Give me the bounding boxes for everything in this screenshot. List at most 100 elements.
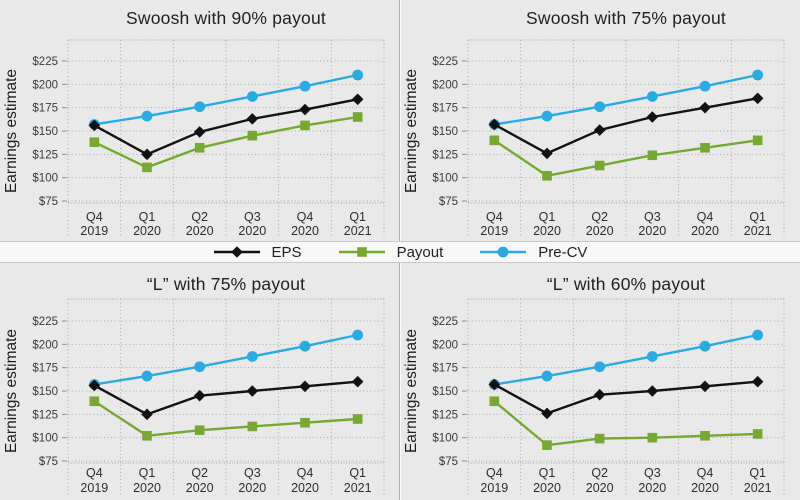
svg-text:2019: 2019: [480, 481, 508, 495]
svg-text:Q4: Q4: [486, 466, 503, 480]
svg-text:Q3: Q3: [644, 466, 661, 480]
svg-text:2021: 2021: [344, 481, 372, 495]
svg-text:$125: $125: [432, 409, 458, 421]
svg-text:Q4: Q4: [697, 210, 714, 224]
svg-text:Q1: Q1: [349, 466, 366, 480]
chart-title: “L” with 60% payout: [546, 274, 706, 294]
svg-text:$150: $150: [32, 386, 58, 398]
svg-text:Q2: Q2: [591, 466, 608, 480]
chart-title: Swoosh with 75% payout: [526, 8, 726, 28]
chart-title: “L” with 75% payout: [146, 274, 306, 294]
svg-text:2019: 2019: [80, 224, 108, 238]
svg-text:$150: $150: [432, 386, 458, 398]
chart-swoosh-90-figure: $225$200$175$150$125$100$75Q42019Q12020Q…: [3, 39, 385, 238]
svg-text:2020: 2020: [133, 481, 161, 495]
chart-swoosh-75-figure: $225$200$175$150$125$100$75Q42019Q12020Q…: [403, 39, 785, 238]
panel-swoosh-75-payout: Swoosh with 75% payout $225 $200 $175 $150 $…: [400, 0, 800, 241]
svg-text:$225: $225: [432, 316, 458, 328]
svg-text:$100: $100: [32, 173, 58, 185]
svg-text:$75: $75: [439, 456, 458, 468]
svg-text:$150: $150: [32, 126, 58, 138]
svg-text:$150: $150: [432, 126, 458, 138]
legend-label: Payout: [396, 243, 444, 261]
svg-text:Q1: Q1: [749, 466, 766, 480]
svg-text:2020: 2020: [638, 481, 666, 495]
svg-text:2020: 2020: [186, 224, 214, 238]
svg-text:Q4: Q4: [86, 210, 103, 224]
svg-text:$100: $100: [432, 173, 458, 185]
chart-l-75-figure: $225$200$175$150$125$100$75Q42019Q12020Q…: [3, 298, 385, 495]
svg-text:2020: 2020: [533, 224, 561, 238]
svg-text:Q1: Q1: [139, 210, 156, 224]
panel-l-60-payout: “L” with 60% payout $225 $200 $175 $150 $125…: [400, 263, 800, 500]
svg-text:Q2: Q2: [591, 210, 608, 224]
chart-l-60-figure: $225$200$175$150$125$100$75Q42019Q12020Q…: [403, 298, 785, 495]
svg-text:Q3: Q3: [644, 210, 661, 224]
svg-text:2020: 2020: [586, 224, 614, 238]
svg-text:Q3: Q3: [244, 466, 261, 480]
pre-cv-circle-marker-icon: [480, 246, 527, 258]
legend-item-eps: EPS: [213, 241, 302, 263]
svg-text:$225: $225: [32, 56, 58, 68]
svg-text:$75: $75: [39, 456, 58, 468]
svg-text:Q4: Q4: [697, 466, 714, 480]
chart-title: Swoosh with 90% payout: [126, 8, 326, 28]
panel-l-75-payout: “L” with 75% payout $225 $200 $175 $150 $125…: [0, 263, 400, 500]
svg-text:Q2: Q2: [191, 210, 208, 224]
svg-text:$175: $175: [32, 363, 58, 375]
svg-text:Q2: Q2: [191, 466, 208, 480]
svg-text:$175: $175: [432, 363, 458, 375]
svg-text:$125: $125: [32, 409, 58, 421]
legend-label: Pre-CV: [538, 243, 588, 261]
svg-text:2020: 2020: [586, 481, 614, 495]
payout-square-marker-icon: [338, 247, 385, 257]
svg-text:$200: $200: [32, 339, 58, 351]
svg-text:Q4: Q4: [297, 210, 314, 224]
svg-text:Q4: Q4: [86, 466, 103, 480]
svg-text:2020: 2020: [238, 481, 266, 495]
legend-label: EPS: [271, 243, 302, 261]
svg-text:2020: 2020: [638, 224, 666, 238]
svg-text:Earnings estimate: Earnings estimate: [403, 69, 420, 193]
svg-text:2020: 2020: [291, 224, 319, 238]
svg-text:$200: $200: [432, 79, 458, 91]
svg-text:Q4: Q4: [486, 210, 503, 224]
svg-text:$175: $175: [32, 103, 58, 115]
svg-text:$125: $125: [32, 149, 58, 161]
svg-text:Q1: Q1: [749, 210, 766, 224]
svg-text:Earnings estimate: Earnings estimate: [3, 329, 20, 453]
svg-text:2020: 2020: [691, 481, 719, 495]
svg-text:Q3: Q3: [244, 210, 261, 224]
svg-text:2020: 2020: [291, 481, 319, 495]
panel-swoosh-90-payout: Swoosh with 90% payout $225 $200 $175 $150 $…: [0, 0, 400, 241]
svg-text:$125: $125: [432, 149, 458, 161]
legend: EPS Payout Pre-CV: [0, 241, 800, 263]
svg-text:Q4: Q4: [297, 466, 314, 480]
eps-diamond-marker-icon: [213, 246, 260, 258]
svg-text:Earnings estimate: Earnings estimate: [403, 329, 420, 453]
svg-text:$200: $200: [432, 339, 458, 351]
svg-text:Q1: Q1: [349, 210, 366, 224]
legend-item-pre-cv: Pre-CV: [479, 241, 587, 263]
svg-text:2019: 2019: [80, 481, 108, 495]
svg-text:2020: 2020: [691, 224, 719, 238]
svg-text:Earnings estimate: Earnings estimate: [3, 69, 20, 193]
svg-text:$200: $200: [32, 79, 58, 91]
svg-text:2021: 2021: [344, 224, 372, 238]
svg-text:2021: 2021: [744, 481, 772, 495]
svg-text:2019: 2019: [480, 224, 508, 238]
svg-text:Q1: Q1: [539, 210, 556, 224]
svg-text:$75: $75: [39, 196, 58, 208]
svg-text:2020: 2020: [533, 481, 561, 495]
svg-text:2021: 2021: [744, 224, 772, 238]
svg-text:Q1: Q1: [539, 466, 556, 480]
svg-text:$100: $100: [32, 433, 58, 445]
svg-text:$100: $100: [432, 433, 458, 445]
svg-text:2020: 2020: [133, 224, 161, 238]
legend-item-payout: Payout: [338, 241, 444, 263]
svg-text:$225: $225: [32, 316, 58, 328]
svg-text:$75: $75: [439, 196, 458, 208]
svg-text:$175: $175: [432, 103, 458, 115]
svg-text:2020: 2020: [238, 224, 266, 238]
